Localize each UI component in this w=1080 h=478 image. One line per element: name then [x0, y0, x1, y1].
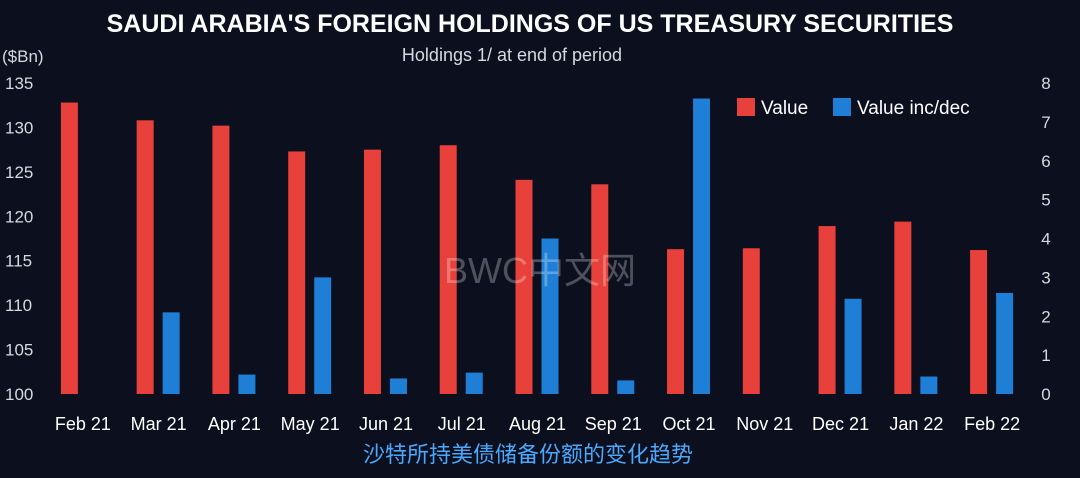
- watermark: BWC中文网: [444, 250, 636, 291]
- x-tick-label: Aug 21: [509, 414, 566, 434]
- y-tick-left: 100: [5, 385, 33, 404]
- bar-value: [894, 221, 912, 394]
- bar-value-inc-dec: [617, 380, 635, 394]
- bar-value: [363, 149, 381, 394]
- x-tick-label: Nov 21: [736, 414, 793, 434]
- legend-swatch: [737, 98, 755, 116]
- y-tick-right: 7: [1041, 113, 1050, 132]
- y-tick-right: 8: [1041, 74, 1050, 93]
- x-tick-label: May 21: [281, 414, 340, 434]
- bar-value: [818, 226, 836, 394]
- legend: Value Value inc/dec: [737, 98, 970, 119]
- bar-value: [439, 145, 457, 394]
- bar-value: [136, 120, 154, 394]
- bar-value: [667, 249, 685, 394]
- x-tick-label: Oct 21: [663, 414, 716, 434]
- bar-value: [212, 125, 230, 394]
- y-tick-right: 1: [1041, 346, 1050, 365]
- legend-label: Value: [761, 98, 808, 119]
- x-tick-label: Dec 21: [812, 414, 869, 434]
- x-tick-label: Feb 21: [55, 414, 111, 434]
- legend-label: Value inc/dec: [857, 98, 970, 119]
- x-tick-label: Feb 22: [964, 414, 1020, 434]
- y-tick-left: 130: [5, 118, 33, 137]
- y-tick-left: 135: [5, 74, 33, 93]
- legend-swatch: [833, 98, 851, 116]
- y-tick-left: 125: [5, 163, 33, 182]
- bar-value-inc-dec: [162, 312, 180, 394]
- x-tick-label: Sep 21: [585, 414, 642, 434]
- y-tick-left: 105: [5, 341, 33, 360]
- bar-value-inc-dec: [996, 292, 1014, 394]
- y-tick-right: 3: [1041, 268, 1050, 287]
- bar-value: [591, 184, 609, 394]
- y-tick-right: 6: [1041, 152, 1050, 171]
- bar-value-inc-dec: [844, 298, 862, 394]
- bar-value: [742, 248, 760, 394]
- y-tick-left: 110: [5, 296, 32, 315]
- chart-caption: 沙特所持美债储备份额的变化趋势: [363, 442, 693, 467]
- bar-value-inc-dec: [465, 372, 483, 394]
- x-tick-label: Jul 21: [438, 414, 486, 434]
- x-tick-label: Apr 21: [208, 414, 261, 434]
- bar-value: [970, 250, 988, 394]
- bar-value-inc-dec: [541, 238, 559, 394]
- chart-subtitle: Holdings 1/ at end of period: [402, 45, 622, 65]
- x-tick-label: Jun 21: [359, 414, 413, 434]
- bar-value-inc-dec: [693, 98, 711, 395]
- chart-title: SAUDI ARABIA'S FOREIGN HOLDINGS OF US TR…: [107, 10, 954, 38]
- y-tick-right: 4: [1041, 230, 1050, 249]
- x-tick-label: Jan 22: [889, 414, 943, 434]
- bar-value-inc-dec: [314, 277, 332, 394]
- bar-value: [515, 179, 533, 394]
- x-tick-label: Mar 21: [131, 414, 187, 434]
- y-tick-right: 2: [1041, 307, 1050, 326]
- bar-value-inc-dec: [389, 378, 407, 394]
- bar-value: [288, 151, 306, 394]
- y-tick-right: 0: [1041, 385, 1050, 404]
- y-tick-right: 5: [1041, 191, 1050, 210]
- y-tick-left: 115: [5, 252, 32, 271]
- bars-layer: [60, 98, 1014, 395]
- y-axis-left-label: ($Bn): [2, 47, 44, 66]
- x-axis-labels: Feb 21 Mar 21 Apr 21 May 21 Jun 21 Jul 21 Aug …: [55, 414, 1020, 434]
- bar-value-inc-dec: [238, 374, 256, 394]
- bar-value: [60, 102, 78, 394]
- y-tick-left: 120: [5, 207, 33, 226]
- bar-value-inc-dec: [920, 376, 938, 394]
- y-axis-left-ticks: 100 105 110 115 120 125 130 135: [5, 74, 33, 404]
- y-axis-right-ticks: 0 1 2 3 4 5 6 7 8: [1041, 74, 1050, 404]
